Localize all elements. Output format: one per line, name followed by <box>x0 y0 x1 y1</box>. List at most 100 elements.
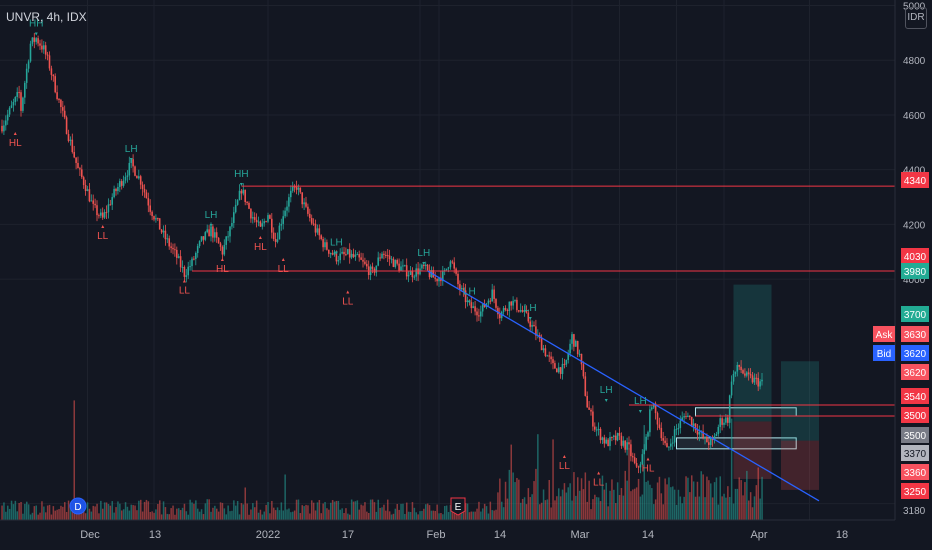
price-tag <box>901 345 929 361</box>
candle-body <box>409 271 412 275</box>
candle-body <box>290 190 292 198</box>
volume-bar <box>575 495 577 520</box>
volume-bar <box>189 499 191 520</box>
volume-bar <box>651 488 653 520</box>
candle-body <box>295 186 298 190</box>
volume-bar <box>649 484 651 520</box>
candle-body <box>493 289 495 299</box>
volume-bar <box>504 481 507 520</box>
volume-bar <box>22 513 24 520</box>
candle-body <box>675 428 678 430</box>
volume-bar <box>670 487 672 520</box>
candle-body <box>673 429 676 443</box>
candle-body <box>442 270 444 282</box>
candle-body <box>421 264 423 269</box>
price-tag <box>901 172 929 188</box>
pivot-marker: ▾ <box>468 299 471 306</box>
candle-body <box>350 253 353 258</box>
volume-bar <box>559 496 562 520</box>
volume-bar <box>198 511 201 520</box>
candle-body <box>88 189 91 202</box>
volume-bar <box>594 494 596 520</box>
candle-body <box>147 198 150 206</box>
candle-body <box>618 432 621 436</box>
candle-body <box>502 307 505 312</box>
price-tag <box>901 464 929 480</box>
candle-body <box>637 466 640 468</box>
candle-body <box>297 187 300 190</box>
candle-body <box>343 251 345 255</box>
candle-body <box>253 217 256 220</box>
candle-body <box>727 417 729 423</box>
volume-bar <box>514 482 516 520</box>
candle-body <box>670 443 672 447</box>
candle-body <box>358 254 360 258</box>
volume-bar <box>495 509 497 520</box>
price-tag <box>901 364 929 380</box>
volume-bar <box>425 504 427 520</box>
pivot-marker: ▴ <box>259 234 262 241</box>
volume-bar <box>447 512 450 520</box>
volume-bar <box>341 508 343 520</box>
price-tag-label: 3360 <box>904 468 927 479</box>
candle-body <box>658 424 661 428</box>
volume-bar <box>672 486 674 520</box>
candle-body <box>742 370 744 374</box>
candle-body <box>20 92 22 111</box>
candle-body <box>734 371 737 374</box>
volume-bar <box>178 508 180 520</box>
price-tag <box>901 306 929 322</box>
volume-bar <box>643 425 645 520</box>
candle-body <box>472 306 474 309</box>
pivot-marker: ▾ <box>130 156 133 163</box>
candle-body <box>65 117 68 134</box>
volume-bar <box>84 513 87 520</box>
volume-bar <box>100 500 102 520</box>
x-tick-label: Dec <box>80 529 100 541</box>
candle-body <box>105 212 108 214</box>
volume-bar <box>474 511 476 520</box>
volume-bar <box>369 499 372 520</box>
volume-bar <box>320 513 322 520</box>
volume-bar <box>265 504 267 520</box>
candle-body <box>6 114 9 121</box>
volume-bar <box>350 499 353 520</box>
volume-bar <box>149 511 151 520</box>
candle-body <box>5 120 7 126</box>
candle-body <box>556 368 558 373</box>
volume-bar <box>26 501 28 520</box>
volume-bar <box>290 512 292 520</box>
candle-body <box>208 229 210 237</box>
volume-bar <box>502 507 505 520</box>
candle-body <box>164 230 167 240</box>
candle-body <box>531 325 533 327</box>
candle-body <box>592 411 594 427</box>
candle-body <box>696 430 699 435</box>
volume-bar <box>556 496 558 520</box>
candle-body <box>736 364 739 372</box>
volume-bar <box>132 505 134 520</box>
currency-button[interactable]: IDR <box>905 7 927 29</box>
volume-bar <box>117 501 119 520</box>
volume-bar <box>597 497 600 520</box>
volume-bar <box>354 501 357 520</box>
volume-bar <box>292 511 294 520</box>
volume-bar <box>48 504 51 520</box>
price-tag <box>901 248 929 264</box>
candle-body <box>379 257 381 259</box>
pivot-marker: ▴ <box>221 256 224 263</box>
volume-bar <box>419 511 421 520</box>
candle-body <box>90 200 93 202</box>
candle-body <box>626 442 628 450</box>
volume-bar <box>632 489 634 520</box>
volume-bar <box>520 502 522 520</box>
candle-body <box>215 232 218 238</box>
candle-body <box>200 236 203 242</box>
volume-bar <box>715 477 718 520</box>
candle-body <box>495 298 497 308</box>
volume-bar <box>641 494 644 520</box>
candle-body <box>609 436 611 447</box>
volume-bar <box>172 505 174 520</box>
